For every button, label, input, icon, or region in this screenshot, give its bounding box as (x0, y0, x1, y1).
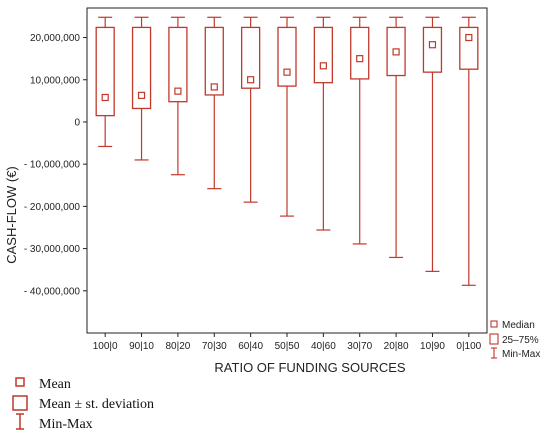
box-10 (459, 16, 479, 286)
box-2 (168, 16, 188, 176)
box-9 (422, 16, 443, 272)
legend-inner: Median 25–75% Min-Max (489, 320, 540, 360)
x-tick-label: 0|100 (456, 341, 481, 352)
x-tick-label: 40|60 (311, 341, 336, 352)
box-25-75 (131, 26, 152, 110)
legend-median-marker (490, 320, 498, 328)
x-tick-label: 60|40 (238, 341, 263, 352)
x-axis: 100|0 90|10 80|20 70|30 60|40 50|50 40|60 30|70… (93, 333, 482, 352)
legend-mean-marker (15, 377, 25, 387)
box-1 (131, 16, 152, 161)
median-marker (356, 55, 364, 63)
legend-outer: Mean Mean ± st. deviation Min-Max (12, 377, 154, 432)
legend-minmax-label: Min-Max (502, 349, 540, 360)
median-marker (465, 33, 473, 42)
box-4 (240, 16, 261, 203)
median-marker (428, 41, 437, 49)
x-tick-label: 90|10 (129, 341, 154, 352)
median-marker (392, 48, 400, 56)
box-25-75 (422, 26, 443, 73)
legend-box-marker (489, 333, 499, 345)
box-25-75 (95, 26, 115, 117)
y-tick-label: - 10,000,000 (24, 160, 81, 171)
x-tick-label: 20|80 (384, 341, 409, 352)
legend-mean-label: Mean (39, 377, 71, 392)
x-axis-title: RATIO OF FUNDING SOURCES (214, 360, 405, 375)
median-marker (283, 68, 291, 76)
box-8 (386, 16, 406, 259)
y-tick-label: 10,000,000 (30, 75, 80, 86)
y-axis-title: CASH-FLOW (€) (4, 166, 19, 264)
median-marker (101, 93, 109, 102)
box-25-75 (168, 26, 188, 103)
box-25-75 (204, 26, 224, 96)
x-tick-label: 50|50 (275, 341, 300, 352)
box-3 (204, 16, 224, 190)
median-marker (319, 62, 327, 70)
box-25-75 (459, 26, 479, 70)
legend-box-label: 25–75% (502, 335, 539, 346)
box-25-75 (350, 26, 370, 80)
box-0 (95, 16, 115, 148)
box-25-75 (386, 26, 406, 77)
x-tick-label: 80|20 (165, 341, 190, 352)
box-7 (350, 16, 370, 245)
box-5 (277, 16, 297, 217)
boxes (95, 16, 479, 286)
median-marker (210, 83, 218, 91)
y-tick-label: - 20,000,000 (24, 202, 81, 213)
box-25-75 (313, 26, 334, 84)
legend-range-label: Min-Max (39, 417, 93, 432)
median-marker (137, 91, 146, 99)
box-25-75 (277, 26, 297, 87)
legend-sd-label: Mean ± st. deviation (39, 397, 154, 412)
box-25-75 (240, 26, 261, 89)
x-tick-label: 30|70 (347, 341, 372, 352)
legend-median-label: Median (502, 320, 535, 331)
median-marker (174, 87, 182, 95)
y-tick-label: - 40,000,000 (24, 286, 81, 297)
y-axis: 20,000,000 10,000,000 0 - 10,000,000 - 20,00… (24, 33, 87, 297)
y-tick-label: 0 (74, 117, 80, 128)
x-tick-label: 100|0 (93, 341, 118, 352)
x-tick-label: 70|30 (202, 341, 227, 352)
y-tick-label: - 30,000,000 (24, 244, 81, 255)
x-tick-label: 10|90 (420, 341, 445, 352)
legend-sd-marker (12, 395, 28, 411)
median-marker (247, 76, 255, 84)
y-tick-label: 20,000,000 (30, 33, 80, 44)
box-6 (313, 16, 334, 231)
